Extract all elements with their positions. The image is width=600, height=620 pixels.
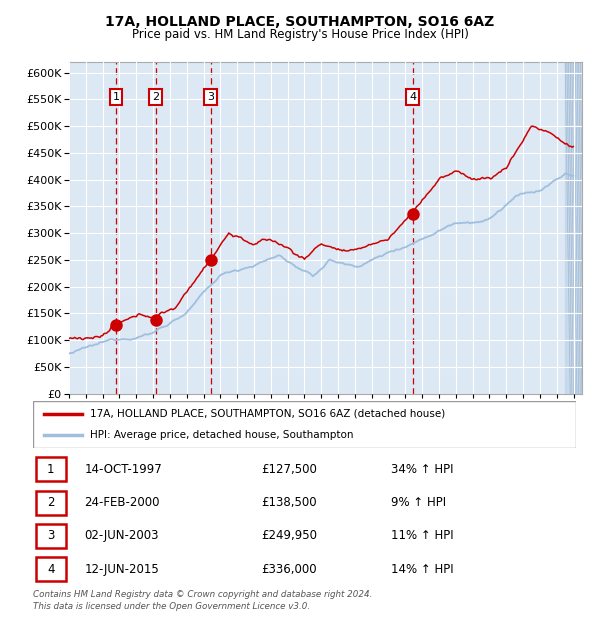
Text: 14-OCT-1997: 14-OCT-1997 (85, 463, 163, 476)
Text: 4: 4 (409, 92, 416, 102)
Text: £336,000: £336,000 (261, 563, 317, 576)
Text: 02-JUN-2003: 02-JUN-2003 (85, 529, 159, 542)
Text: 24-FEB-2000: 24-FEB-2000 (85, 496, 160, 509)
Text: 17A, HOLLAND PLACE, SOUTHAMPTON, SO16 6AZ: 17A, HOLLAND PLACE, SOUTHAMPTON, SO16 6A… (106, 16, 494, 30)
Text: 4: 4 (47, 563, 55, 576)
Text: Contains HM Land Registry data © Crown copyright and database right 2024.
This d: Contains HM Land Registry data © Crown c… (33, 590, 373, 611)
Text: 12-JUN-2015: 12-JUN-2015 (85, 563, 160, 576)
Text: 3: 3 (207, 92, 214, 102)
Text: 11% ↑ HPI: 11% ↑ HPI (391, 529, 454, 542)
Text: 34% ↑ HPI: 34% ↑ HPI (391, 463, 454, 476)
Text: 9% ↑ HPI: 9% ↑ HPI (391, 496, 446, 509)
FancyBboxPatch shape (36, 490, 65, 515)
Text: 14% ↑ HPI: 14% ↑ HPI (391, 563, 454, 576)
Text: 3: 3 (47, 529, 55, 542)
Text: 1: 1 (47, 463, 55, 476)
Text: HPI: Average price, detached house, Southampton: HPI: Average price, detached house, Sout… (90, 430, 353, 440)
Text: £127,500: £127,500 (261, 463, 317, 476)
Text: 2: 2 (152, 92, 159, 102)
Text: 1: 1 (112, 92, 119, 102)
Text: 17A, HOLLAND PLACE, SOUTHAMPTON, SO16 6AZ (detached house): 17A, HOLLAND PLACE, SOUTHAMPTON, SO16 6A… (90, 409, 445, 419)
FancyBboxPatch shape (36, 557, 65, 581)
Text: £138,500: £138,500 (261, 496, 317, 509)
FancyBboxPatch shape (36, 458, 65, 481)
Text: 2: 2 (47, 496, 55, 509)
Text: £249,950: £249,950 (261, 529, 317, 542)
FancyBboxPatch shape (36, 524, 65, 548)
Text: Price paid vs. HM Land Registry's House Price Index (HPI): Price paid vs. HM Land Registry's House … (131, 28, 469, 41)
